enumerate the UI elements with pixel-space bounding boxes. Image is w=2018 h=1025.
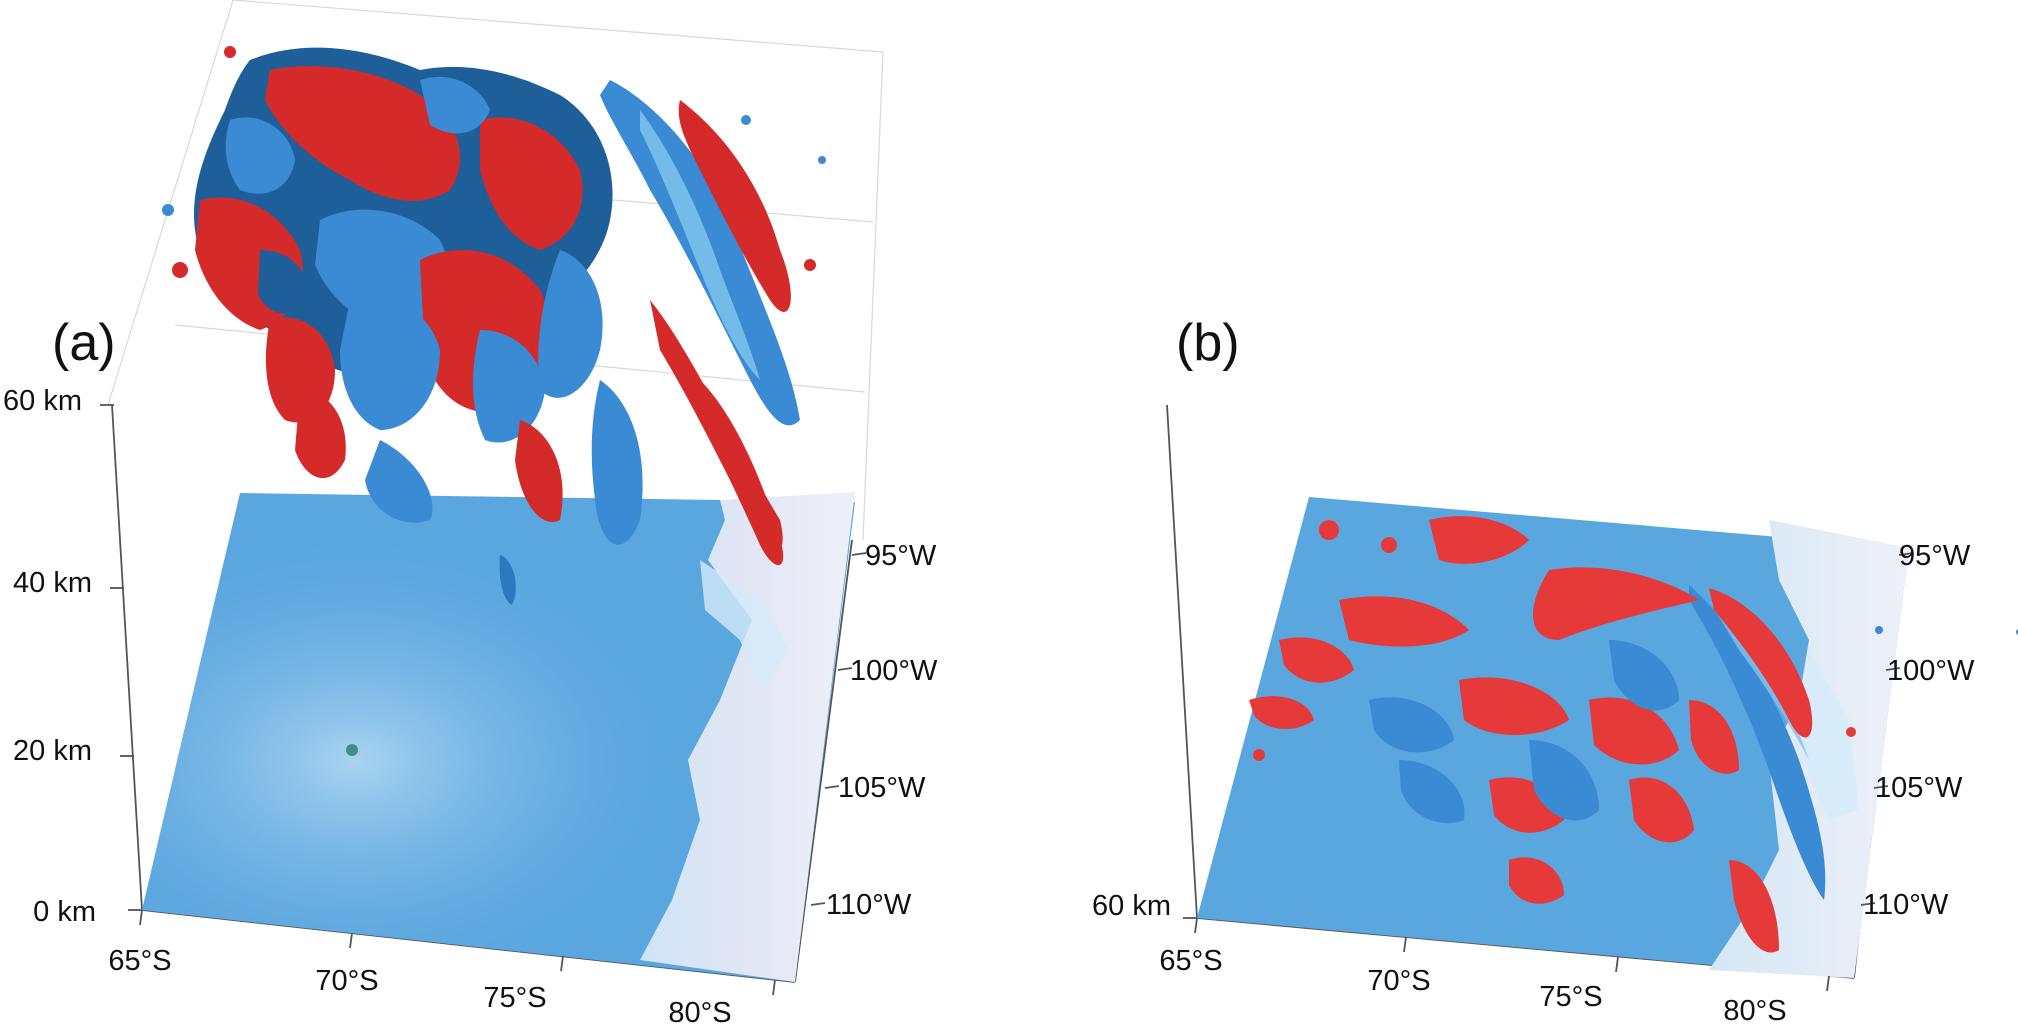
longitude-tick-105: 105°W — [838, 772, 926, 804]
antarctic-ice-sheet — [640, 492, 855, 982]
longitude-tick-105-b: 105°W — [1875, 772, 1963, 804]
panel-b-label: (b) — [1176, 314, 1240, 372]
latitude-tick-75: 75°S — [483, 982, 546, 1014]
altitude-tick-60: 60 km — [3, 385, 82, 417]
panel-b-labels: (b) 60 km 65°S 70°S 75°S 80°S 95°W 100°W… — [1092, 314, 1975, 1025]
panel-a-tick-marks — [100, 404, 867, 996]
longitude-tick-110: 110°W — [826, 889, 912, 921]
altitude-tick-40: 40 km — [13, 567, 92, 599]
altitude-tick-0: 0 km — [33, 896, 96, 928]
panel-b: (b) 60 km 65°S 70°S 75°S 80°S 95°W 100°W… — [1009, 0, 2018, 1025]
longitude-tick-100: 100°W — [850, 655, 938, 687]
altitude-tick-20: 20 km — [13, 735, 92, 767]
panel-a-plot — [100, 0, 884, 996]
panel-a-label: (a) — [52, 314, 116, 372]
terrain-floor — [142, 492, 855, 982]
latitude-tick-70: 70°S — [315, 965, 378, 997]
longitude-tick-100-b: 100°W — [1887, 655, 1975, 687]
isosurface-blobs — [162, 46, 826, 756]
panel-a: (a) 0 km 20 km 40 km 60 km 65°S 70°S 75°… — [3, 0, 938, 1025]
isosurface-blobs-b — [1249, 516, 2018, 953]
latitude-tick-80: 80°S — [668, 997, 731, 1025]
latitude-tick-80-b: 80°S — [1723, 995, 1786, 1025]
panel-b-plot — [1166, 404, 2018, 992]
latitude-tick-70-b: 70°S — [1367, 965, 1430, 997]
longitude-tick-110-b: 110°W — [1863, 889, 1949, 921]
latitude-tick-75-b: 75°S — [1539, 981, 1602, 1013]
longitude-tick-95-b: 95°W — [1899, 540, 1971, 572]
longitude-tick-95: 95°W — [865, 540, 937, 572]
latitude-tick-65-b: 65°S — [1159, 945, 1222, 977]
latitude-tick-65: 65°S — [108, 945, 171, 977]
panel-a-labels: (a) 0 km 20 km 40 km 60 km 65°S 70°S 75°… — [3, 314, 938, 1025]
altitude-tick-60-b: 60 km — [1092, 890, 1171, 922]
panel-b-tick-marks — [1183, 552, 1914, 992]
